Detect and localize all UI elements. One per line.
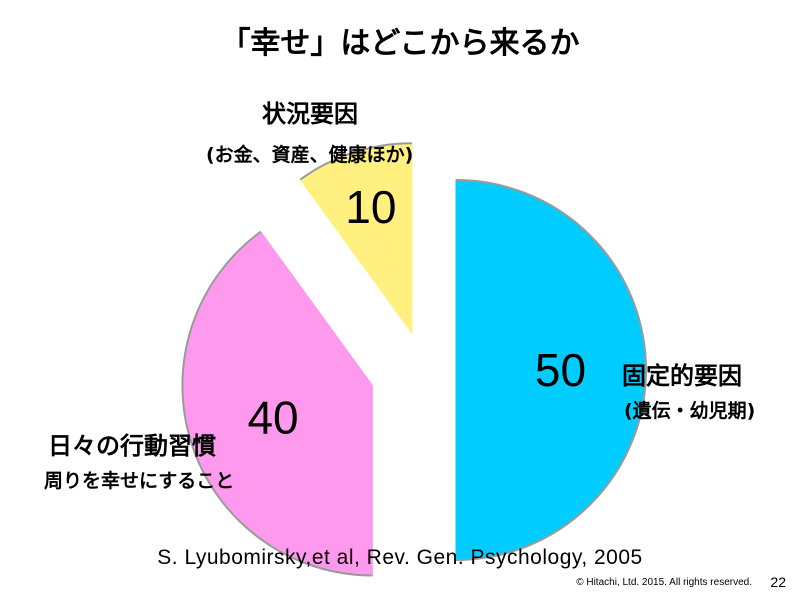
- pie-slice-situational: [299, 142, 413, 335]
- page-number: 22: [770, 574, 786, 590]
- pie-value-label-situational: 10: [345, 181, 396, 233]
- copyright: © Hitachi, Ltd. 2015. All rights reserve…: [576, 577, 752, 588]
- pie-slice-rim-situational: [299, 142, 412, 181]
- pie-value-label-fixed: 50: [535, 344, 586, 396]
- slice-label-situational: 状況要因: [262, 100, 358, 128]
- citation: S. Lyubomirsky,et al, Rev. Gen. Psycholo…: [157, 546, 643, 569]
- slice-label-fixed: 固定的要因: [622, 362, 742, 390]
- pie-slice-rim-fixed: [455, 179, 647, 561]
- slice-sublabel-situational: (お金、資産、健康ほか): [206, 144, 414, 166]
- slice-sublabel-habits: 周りを幸せにすること: [44, 470, 235, 492]
- pie-value-label-habits: 40: [247, 392, 298, 444]
- slice-sublabel-fixed: (遺伝・幼児期): [624, 400, 756, 422]
- slice-label-habits: 日々の行動習慣: [48, 432, 216, 460]
- page-title: 「幸せ」はどこから来るか: [220, 26, 580, 61]
- pie-slice-rim-habits: [181, 230, 373, 577]
